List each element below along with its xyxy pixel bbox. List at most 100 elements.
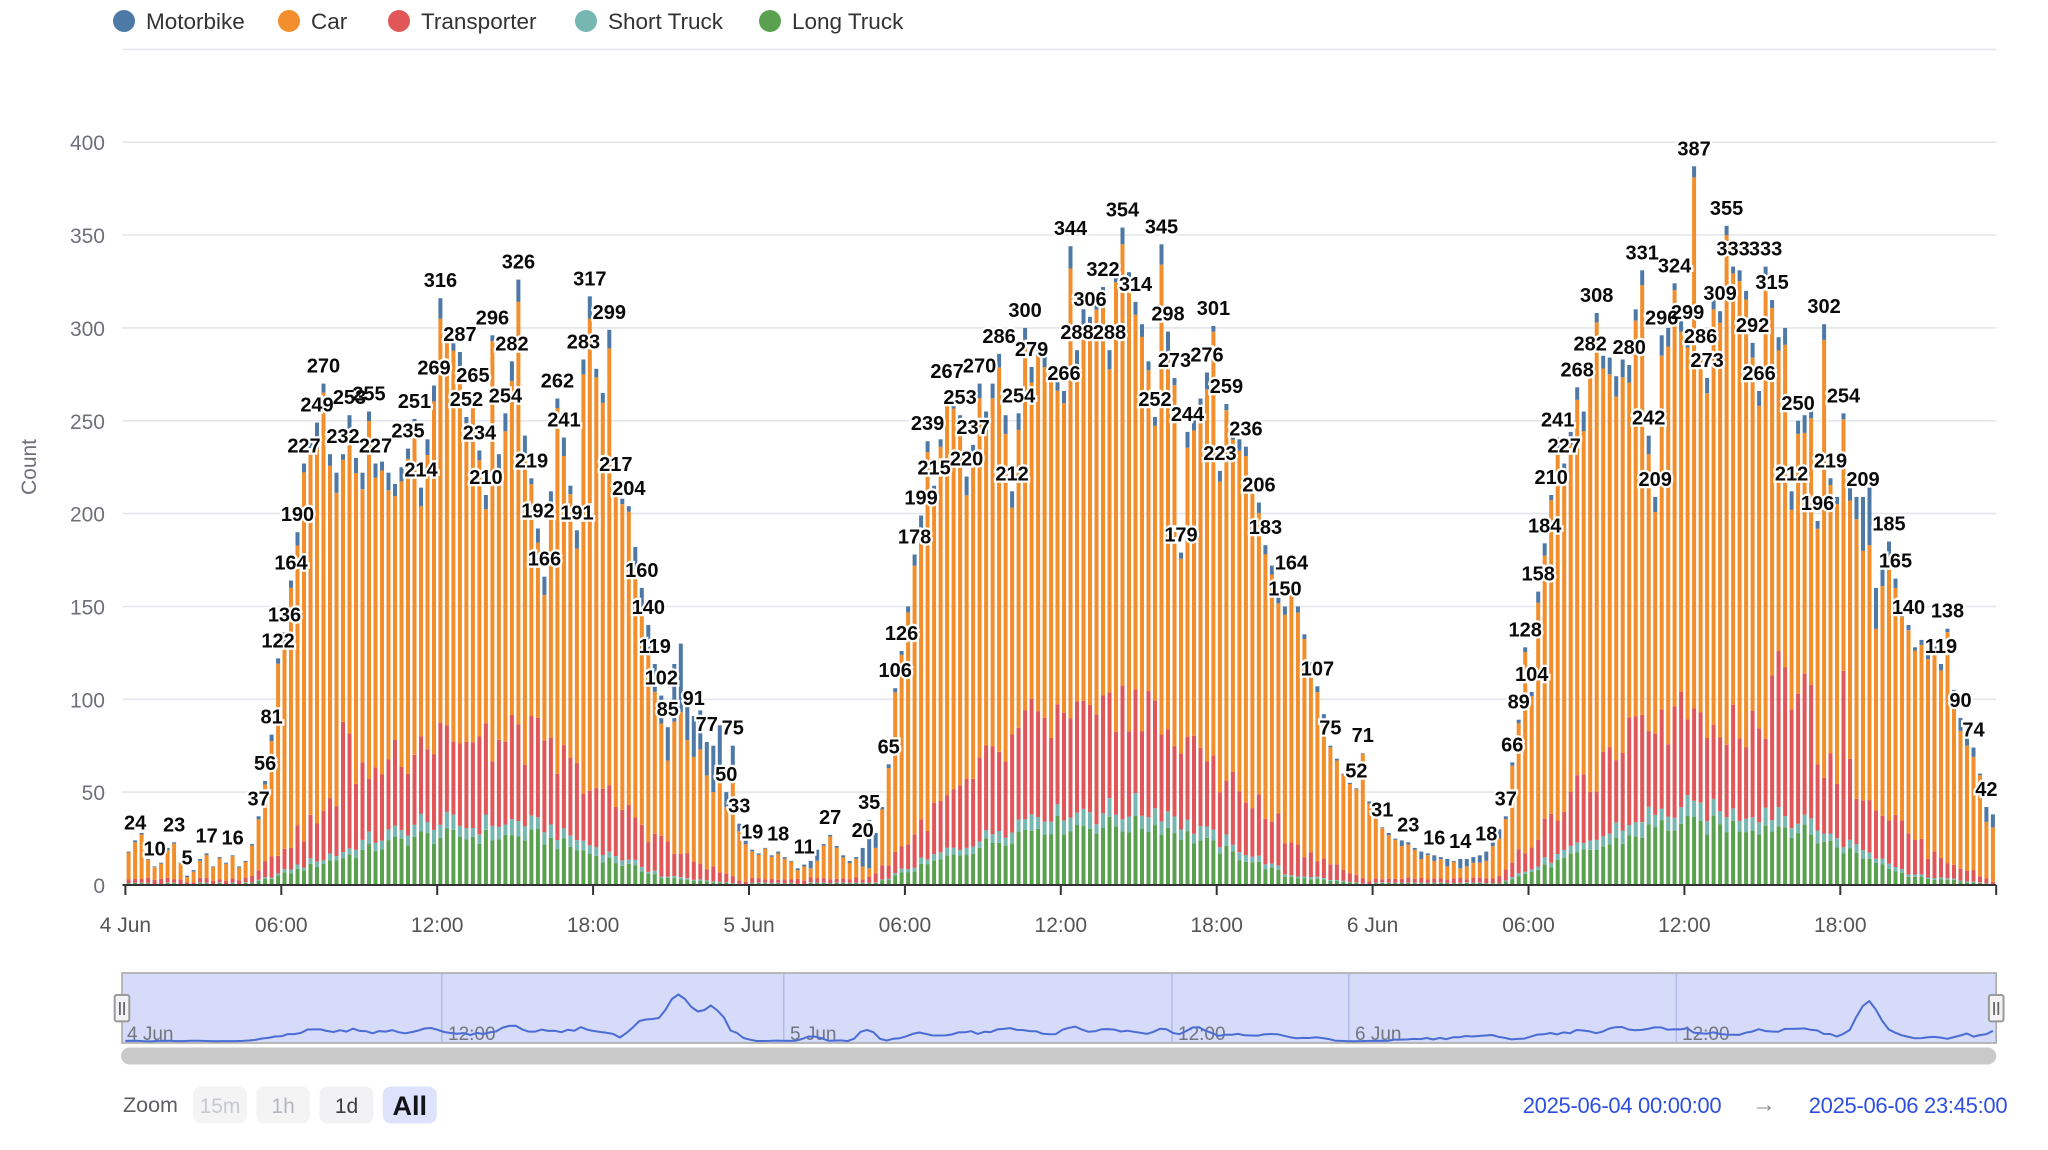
svg-text:20: 20 <box>852 820 874 842</box>
svg-text:345: 345 <box>1145 216 1178 238</box>
svg-text:355: 355 <box>1710 198 1743 220</box>
svg-text:227: 227 <box>287 436 320 458</box>
svg-text:273: 273 <box>1158 350 1191 372</box>
svg-text:333: 333 <box>1716 239 1749 261</box>
svg-text:104: 104 <box>1515 664 1549 686</box>
svg-text:74: 74 <box>1962 720 1985 742</box>
svg-text:12:00: 12:00 <box>1658 914 1711 937</box>
svg-text:10: 10 <box>143 838 165 860</box>
svg-text:265: 265 <box>456 365 489 387</box>
svg-text:269: 269 <box>417 358 450 380</box>
svg-text:309: 309 <box>1703 283 1736 305</box>
svg-text:11: 11 <box>794 837 815 859</box>
svg-text:107: 107 <box>1301 658 1334 680</box>
svg-text:→: → <box>1752 1091 1776 1118</box>
svg-text:266: 266 <box>1742 363 1775 385</box>
svg-text:250: 250 <box>1781 393 1814 415</box>
svg-text:220: 220 <box>950 449 983 471</box>
svg-text:333: 333 <box>1749 239 1782 261</box>
svg-text:23: 23 <box>1397 814 1419 836</box>
svg-text:249: 249 <box>300 395 333 417</box>
svg-text:209: 209 <box>1639 469 1672 491</box>
svg-text:253: 253 <box>943 387 976 409</box>
svg-text:50: 50 <box>715 764 737 786</box>
svg-text:300: 300 <box>1008 300 1041 322</box>
svg-text:0: 0 <box>93 875 105 898</box>
svg-text:90: 90 <box>1949 690 1971 712</box>
svg-text:298: 298 <box>1151 304 1184 326</box>
svg-text:266: 266 <box>1742 363 1775 385</box>
svg-text:16: 16 <box>221 827 243 849</box>
svg-text:296: 296 <box>476 307 509 329</box>
svg-text:350: 350 <box>70 225 105 248</box>
svg-text:279: 279 <box>1015 339 1048 361</box>
svg-text:267: 267 <box>930 361 963 383</box>
svg-text:06:00: 06:00 <box>1502 914 1555 937</box>
svg-text:35: 35 <box>858 792 880 814</box>
svg-text:91: 91 <box>683 688 705 710</box>
svg-text:192: 192 <box>521 501 554 523</box>
svg-text:204: 204 <box>612 478 646 500</box>
svg-text:292: 292 <box>1736 315 1769 337</box>
svg-text:210: 210 <box>469 467 502 489</box>
svg-text:206: 206 <box>1242 475 1275 497</box>
svg-text:138: 138 <box>1931 601 1964 623</box>
svg-text:308: 308 <box>1580 285 1613 307</box>
svg-text:102: 102 <box>645 668 678 690</box>
svg-text:18: 18 <box>767 824 789 846</box>
svg-text:12:00: 12:00 <box>1035 914 1088 937</box>
svg-text:183: 183 <box>1249 517 1282 539</box>
svg-text:333: 333 <box>1716 239 1749 261</box>
svg-text:74: 74 <box>1962 720 1985 742</box>
svg-text:298: 298 <box>1151 304 1184 326</box>
svg-text:254: 254 <box>1002 385 1036 407</box>
svg-text:158: 158 <box>1522 564 1555 586</box>
svg-text:191: 191 <box>560 502 593 524</box>
svg-text:06:00: 06:00 <box>255 914 308 937</box>
svg-text:242: 242 <box>1632 408 1665 430</box>
svg-text:150: 150 <box>70 597 105 620</box>
svg-text:268: 268 <box>1561 359 1594 381</box>
svg-text:18:00: 18:00 <box>1190 914 1243 937</box>
svg-text:77: 77 <box>696 714 718 736</box>
svg-text:273: 273 <box>1690 350 1723 372</box>
svg-text:220: 220 <box>950 449 983 471</box>
svg-text:164: 164 <box>1275 553 1309 575</box>
svg-text:287: 287 <box>443 324 476 346</box>
svg-text:18:00: 18:00 <box>567 914 620 937</box>
svg-text:288: 288 <box>1060 322 1093 344</box>
svg-text:287: 287 <box>443 324 476 346</box>
svg-text:315: 315 <box>1755 272 1788 294</box>
svg-text:184: 184 <box>1528 515 1562 537</box>
svg-text:354: 354 <box>1106 200 1140 222</box>
svg-text:18:00: 18:00 <box>1814 914 1867 937</box>
svg-text:249: 249 <box>300 395 333 417</box>
svg-text:81: 81 <box>260 707 282 729</box>
svg-text:288: 288 <box>1093 322 1126 344</box>
svg-text:299: 299 <box>593 302 626 324</box>
svg-text:122: 122 <box>261 630 294 652</box>
svg-text:160: 160 <box>625 560 658 582</box>
svg-text:27: 27 <box>819 807 841 829</box>
svg-text:164: 164 <box>274 553 308 575</box>
svg-text:119: 119 <box>1925 636 1957 658</box>
svg-text:306: 306 <box>1073 289 1106 311</box>
svg-text:331: 331 <box>1626 242 1659 264</box>
svg-text:106: 106 <box>879 660 912 682</box>
svg-text:37: 37 <box>247 788 269 810</box>
svg-text:227: 227 <box>359 436 392 458</box>
svg-text:12:00: 12:00 <box>1178 1024 1226 1045</box>
svg-text:5: 5 <box>182 848 193 870</box>
svg-text:1d: 1d <box>335 1095 358 1118</box>
svg-text:306: 306 <box>1073 289 1106 311</box>
svg-text:Zoom: Zoom <box>123 1093 178 1117</box>
svg-text:18: 18 <box>1475 824 1497 846</box>
svg-text:237: 237 <box>956 417 989 439</box>
svg-text:209: 209 <box>1846 469 1879 491</box>
svg-text:286: 286 <box>1684 326 1717 348</box>
svg-text:219: 219 <box>1814 450 1847 472</box>
svg-text:241: 241 <box>547 410 580 432</box>
svg-text:42: 42 <box>1975 779 1997 801</box>
svg-text:150: 150 <box>1268 579 1301 601</box>
svg-text:317: 317 <box>573 268 606 290</box>
